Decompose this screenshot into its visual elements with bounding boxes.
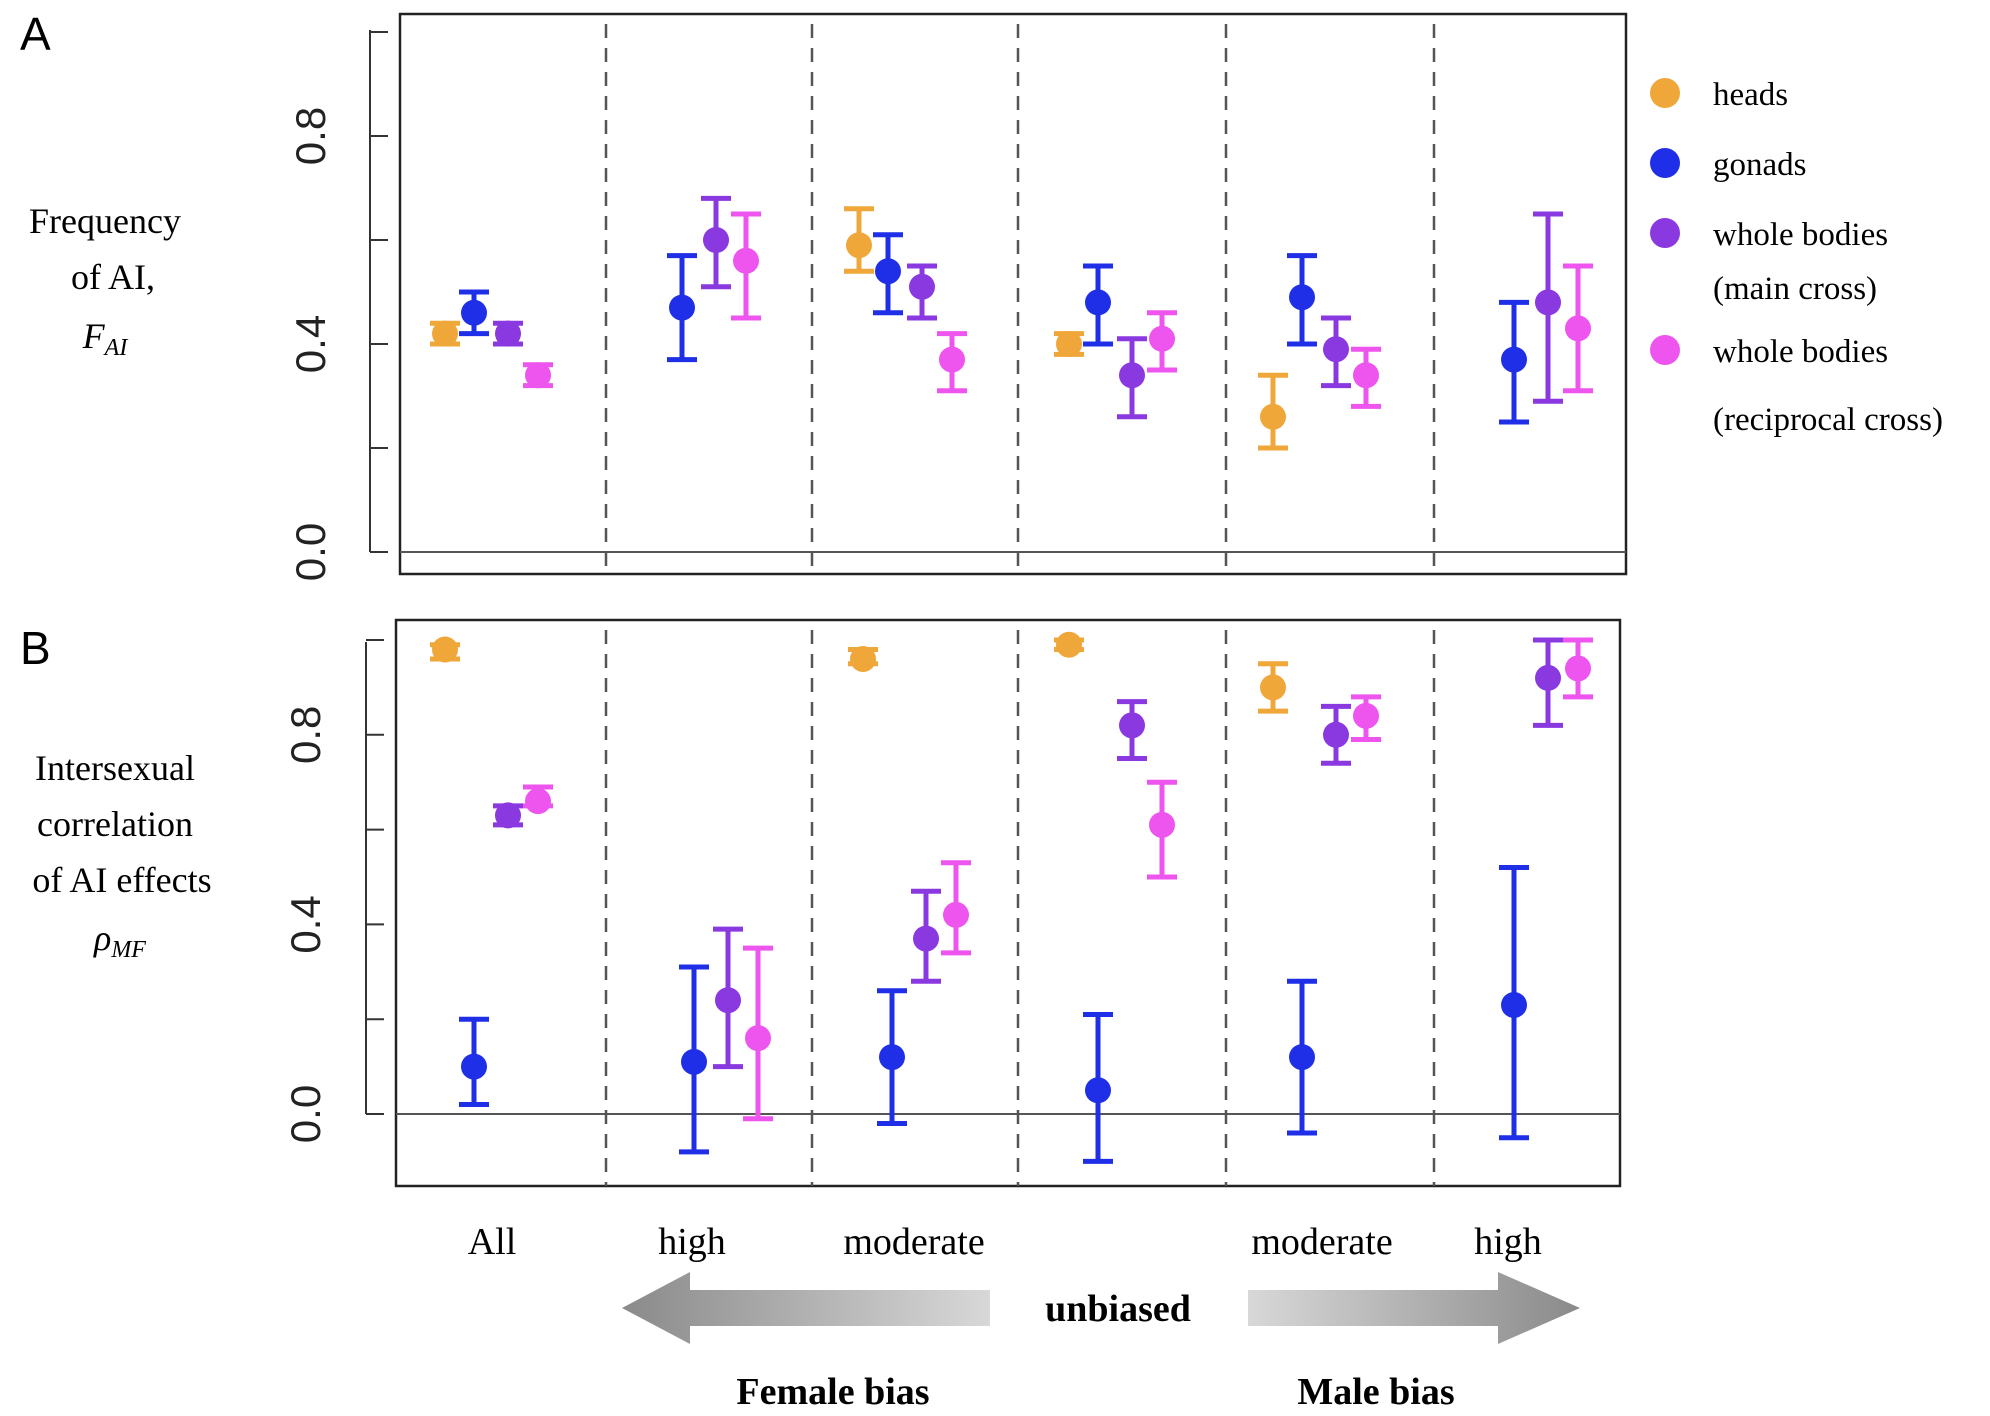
legend-marker-main-cross xyxy=(1650,218,1680,248)
y-tick-label: 0.0 xyxy=(282,1085,329,1143)
legend-label-main-cross: whole bodies xyxy=(1713,217,1888,253)
data-point xyxy=(681,1048,707,1075)
data-point xyxy=(909,273,935,300)
panel-b-ylabel-line3: of AI effects xyxy=(32,860,211,900)
category-label: moderate xyxy=(1251,1221,1392,1263)
data-point xyxy=(733,247,759,274)
legend: heads gonads whole bodies (main cross) w… xyxy=(1650,77,1943,438)
legend-marker-gonads xyxy=(1650,148,1680,178)
category-label: All xyxy=(468,1221,517,1263)
data-point xyxy=(1085,1077,1111,1104)
panel-a-ylabel-symbol: FAI xyxy=(82,316,129,361)
data-point xyxy=(1260,403,1286,430)
panel-a-plot: 0.0 0.4 0.8 xyxy=(287,24,1626,581)
panel-b-letter: B xyxy=(20,622,51,674)
data-point xyxy=(1323,721,1349,748)
male-bias-arrow xyxy=(1248,1272,1580,1344)
data-point xyxy=(1501,346,1527,373)
panel-a-ylabel-line1: Frequency xyxy=(29,201,181,241)
panel-a-frame xyxy=(398,12,1628,576)
panel-a-symbol: F xyxy=(82,316,106,356)
data-point xyxy=(495,802,521,829)
panel-a-ylabel-line2: of AI, xyxy=(71,257,155,297)
panel-b-ylabel-line1: Intersexual xyxy=(35,748,195,788)
data-point xyxy=(525,362,551,389)
data-point xyxy=(1565,315,1591,342)
data-point xyxy=(1260,674,1286,701)
data-point xyxy=(432,636,458,663)
data-point xyxy=(495,320,521,347)
data-point xyxy=(1056,631,1082,658)
y-tick-label: 0.4 xyxy=(282,895,329,953)
y-tick-label: 0.8 xyxy=(287,107,334,165)
data-point xyxy=(850,645,876,672)
data-point xyxy=(745,1025,771,1052)
data-point xyxy=(1056,331,1082,357)
data-point xyxy=(461,299,487,326)
data-point xyxy=(1535,289,1561,316)
data-point xyxy=(1085,289,1111,316)
data-point xyxy=(1501,991,1527,1018)
panel-b-ylabel: Intersexual correlation of AI effects ρM… xyxy=(32,748,211,963)
data-point xyxy=(1535,664,1561,691)
data-point xyxy=(879,1044,905,1071)
y-tick-label: 0.4 xyxy=(287,315,334,373)
data-point xyxy=(1289,284,1315,311)
category-label: high xyxy=(1474,1221,1542,1263)
female-bias-arrow xyxy=(622,1272,990,1344)
data-point xyxy=(913,925,939,952)
data-point xyxy=(1149,325,1175,352)
data-point xyxy=(525,788,551,815)
panel-b-symbol-sub: MF xyxy=(110,937,146,963)
data-point xyxy=(1353,702,1379,729)
data-point xyxy=(1323,336,1349,363)
male-bias-label: Male bias xyxy=(1297,1371,1454,1413)
data-point xyxy=(846,232,872,259)
panel-b-ylabel-line2: correlation xyxy=(37,804,193,844)
panel-a-letter: A xyxy=(20,8,51,60)
legend-label-gonads: gonads xyxy=(1713,147,1807,183)
unbiased-label: unbiased xyxy=(1045,1288,1191,1330)
data-point xyxy=(943,901,969,928)
data-point xyxy=(1119,712,1145,739)
legend-marker-heads xyxy=(1650,78,1680,108)
female-bias-label: Female bias xyxy=(736,1371,929,1413)
data-point xyxy=(703,227,729,253)
panel-b-ylabel-symbol: ρMF xyxy=(93,918,146,963)
legend-label-reciprocal-cross: whole bodies xyxy=(1713,334,1888,370)
data-point xyxy=(1353,362,1379,389)
data-point xyxy=(1289,1044,1315,1071)
data-point xyxy=(875,258,901,285)
data-point xyxy=(461,1053,487,1080)
data-point xyxy=(939,346,965,373)
data-point xyxy=(1565,655,1591,682)
legend-label-heads: heads xyxy=(1713,77,1788,113)
panel-b-plot: 0.0 0.4 0.8 xyxy=(282,630,1620,1186)
y-tick-label: 0.8 xyxy=(282,706,329,764)
panel-b-symbol: ρ xyxy=(93,918,111,958)
data-point xyxy=(1119,362,1145,389)
legend-marker-reciprocal-cross xyxy=(1650,335,1680,365)
legend-sublabel-main-cross: (main cross) xyxy=(1713,271,1877,307)
legend-sublabel-reciprocal-cross: (reciprocal cross) xyxy=(1713,402,1943,438)
panel-a-ylabel: Frequency of AI, FAI xyxy=(29,201,181,361)
panel-b-frame xyxy=(394,618,1622,1188)
data-point xyxy=(715,987,741,1014)
category-label: high xyxy=(658,1221,726,1263)
data-point xyxy=(1149,811,1175,838)
data-point xyxy=(432,320,458,347)
y-tick-label: 0.0 xyxy=(287,523,334,581)
data-point xyxy=(669,294,695,321)
category-labels: All high moderate moderate high xyxy=(468,1221,1542,1263)
category-label: moderate xyxy=(843,1221,984,1263)
panel-a-symbol-sub: AI xyxy=(103,335,129,361)
